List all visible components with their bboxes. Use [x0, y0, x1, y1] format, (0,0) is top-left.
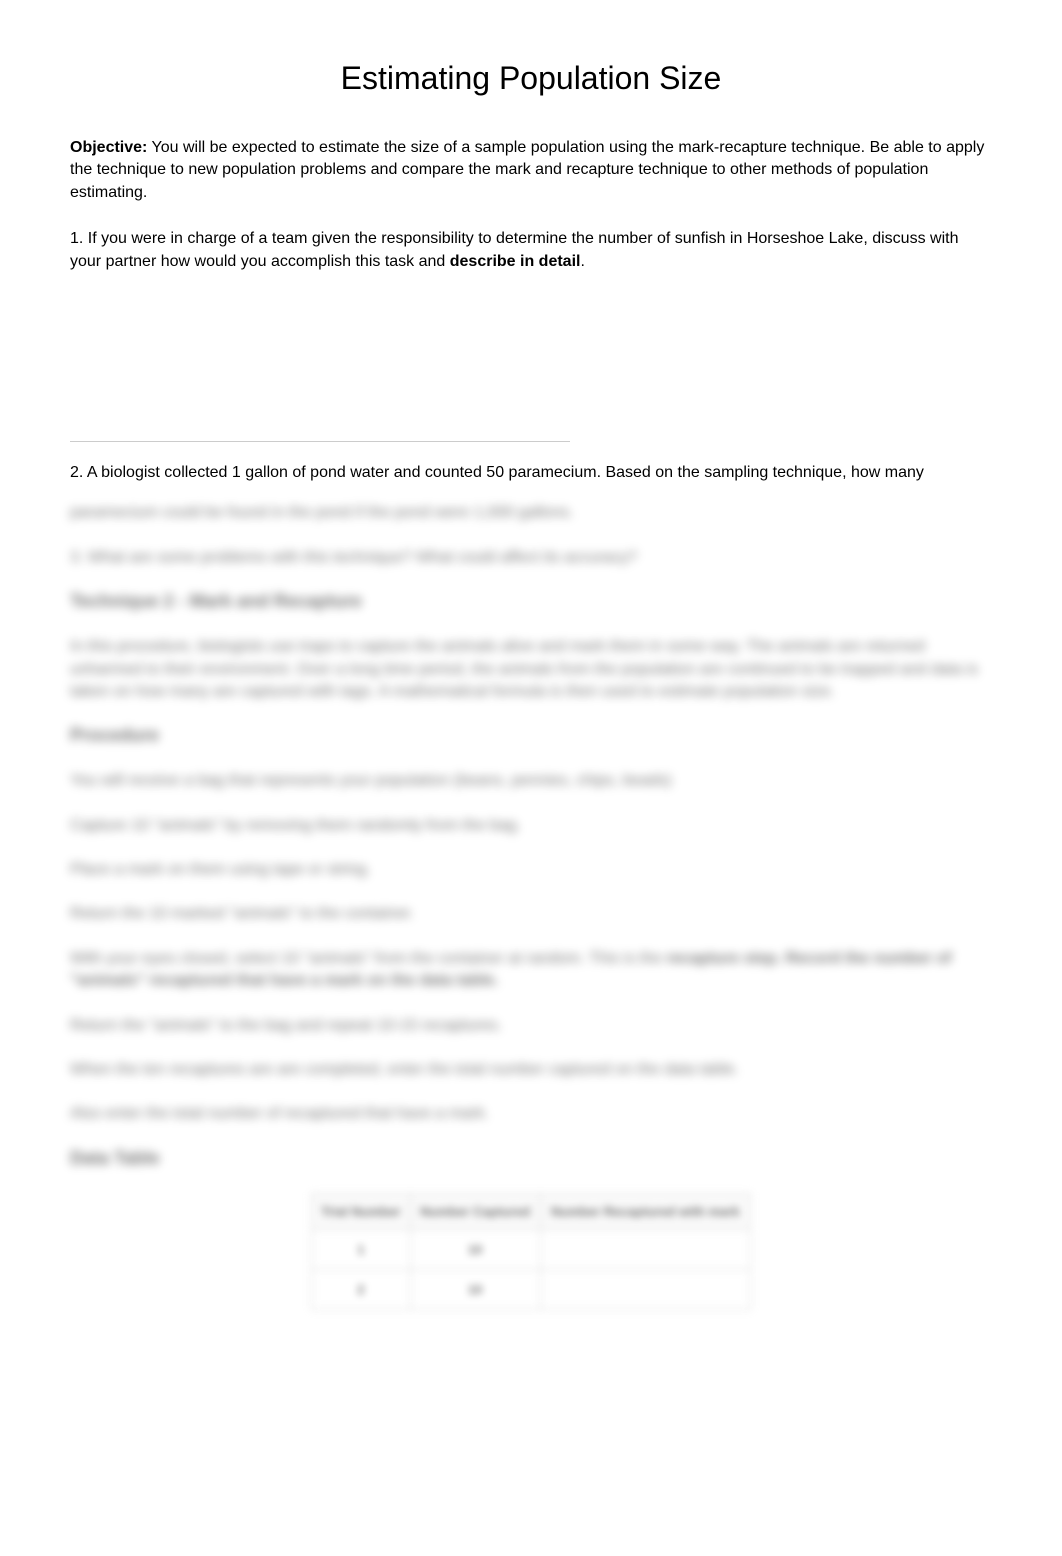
technique-intro: In this procedure, biologists use traps …	[70, 636, 992, 703]
procedure-step-5-prefix: With your eyes closed, select 10 "animal…	[70, 950, 666, 967]
procedure-heading: Procedure	[70, 725, 992, 746]
question-1-suffix: .	[580, 253, 584, 270]
technique-heading: Technique 2 - Mark and Recapture	[70, 591, 992, 612]
procedure-step-7: When the ten recaptures are are complete…	[70, 1059, 992, 1081]
question-2: 2. A biologist collected 1 gallon of pon…	[70, 462, 992, 484]
procedure-step-2: Capture 10 "animals" by removing them ra…	[70, 815, 992, 837]
objective-label: Objective:	[70, 139, 147, 156]
procedure-step-1: You will receive a bag that represents y…	[70, 770, 992, 792]
objective-text: You will be expected to estimate the siz…	[70, 139, 984, 201]
table-cell-captured: 10	[410, 1229, 540, 1269]
table-cell-recaptured	[540, 1229, 750, 1269]
procedure-step-3: Place a mark on them using tape or strin…	[70, 859, 992, 881]
procedure-step-4: Return the 10 marked "animals" to the co…	[70, 903, 992, 925]
question-3: 3. What are some problems with this tech…	[70, 547, 992, 569]
blurred-content: paramecium could be found in the pond if…	[70, 502, 992, 1168]
table-row: 2 10	[312, 1269, 751, 1309]
data-table: Trial Number Number Captured Number Reca…	[311, 1193, 751, 1310]
question-2-prefix: 2. A biologist collected 1 gallon of pon…	[70, 464, 924, 481]
page-title: Estimating Population Size	[70, 60, 992, 97]
answer-space-1	[70, 291, 992, 441]
table-cell-trial: 1	[312, 1229, 411, 1269]
divider	[70, 441, 570, 442]
question-1-bold: describe in detail	[450, 253, 581, 270]
procedure-step-5-bold: recapture step. Record the number of "an…	[70, 950, 952, 989]
table-header-recaptured: Number Recaptured with mark	[540, 1193, 750, 1229]
table-header-trial: Trial Number	[312, 1193, 411, 1229]
table-cell-recaptured	[540, 1269, 750, 1309]
table-header-row: Trial Number Number Captured Number Reca…	[312, 1193, 751, 1229]
procedure-step-8: Also enter the total number of recapture…	[70, 1103, 992, 1125]
table-header-captured: Number Captured	[410, 1193, 540, 1229]
question-2-continuation: paramecium could be found in the pond if…	[70, 502, 992, 524]
procedure-step-6: Return the "animals" to the bag and repe…	[70, 1015, 992, 1037]
table-row: 1 10	[312, 1229, 751, 1269]
data-table-heading: Data Table	[70, 1148, 992, 1169]
objective-paragraph: Objective: You will be expected to estim…	[70, 137, 992, 204]
procedure-step-5: With your eyes closed, select 10 "animal…	[70, 948, 992, 993]
table-cell-captured: 10	[410, 1269, 540, 1309]
question-1: 1. If you were in charge of a team given…	[70, 228, 992, 273]
table-cell-trial: 2	[312, 1269, 411, 1309]
